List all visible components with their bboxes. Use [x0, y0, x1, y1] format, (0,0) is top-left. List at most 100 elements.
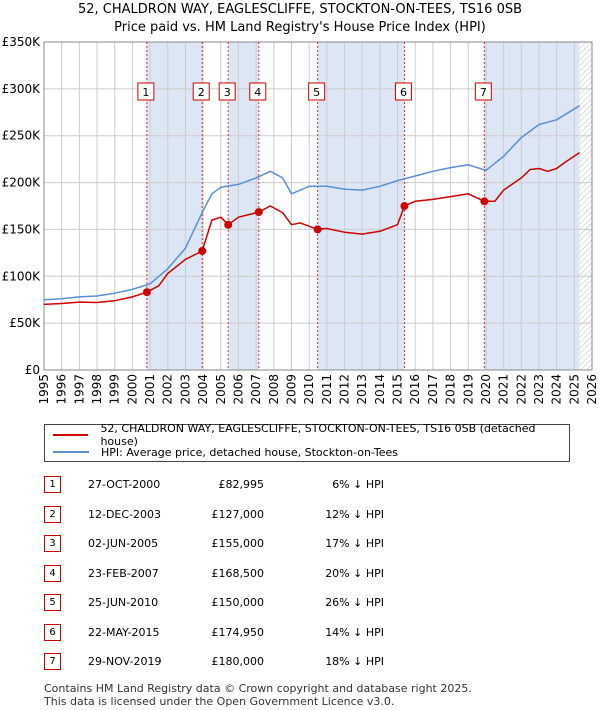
transaction-hpi: 12% ↓ HPI	[325, 508, 384, 521]
sale-badge-box	[192, 82, 210, 101]
sale-badge-box	[308, 82, 326, 101]
x-tick-label: 2023	[532, 374, 546, 405]
projection-hatch	[579, 42, 592, 370]
x-tick-label: 2002	[161, 374, 175, 405]
y-tick-label: £0	[25, 363, 40, 377]
legend-label-hpi: HPI: Average price, detached house, Stoc…	[101, 445, 399, 459]
transaction-badge: 7	[44, 653, 61, 670]
transaction-hpi: 20% ↓ HPI	[325, 567, 384, 580]
transaction-price: £150,000	[211, 596, 265, 609]
sale-point	[480, 197, 489, 206]
hpi-line	[43, 105, 580, 301]
x-tick-label: 2013	[355, 374, 369, 405]
transaction-badge: 1	[44, 476, 61, 493]
x-tick-label: 2007	[249, 374, 263, 405]
sale-point	[313, 225, 322, 234]
transaction-hpi: 26% ↓ HPI	[325, 596, 384, 609]
x-tick-label: 2012	[338, 374, 352, 405]
transaction-badge: 6	[44, 624, 61, 641]
x-tick-label: 1997	[72, 374, 86, 405]
y-tick-label: £300K	[2, 82, 42, 96]
y-tick-label: £350K	[2, 35, 42, 49]
transaction-hpi: 14% ↓ HPI	[325, 626, 384, 639]
legend-item-hpi: HPI: Average price, detached house, Stoc…	[53, 444, 398, 460]
x-tick-label: 2022	[514, 374, 528, 405]
transaction-price: £127,000	[211, 508, 265, 521]
transaction-price: £82,995	[218, 478, 265, 491]
sale-point	[400, 202, 409, 211]
x-tick-label: 1998	[90, 374, 104, 405]
x-tick-label: 2010	[302, 374, 316, 405]
table-row: 1 27-OCT-2000 £82,995 6% ↓ HPI	[44, 473, 464, 493]
transaction-badge: 2	[44, 506, 61, 523]
table-row: 3 02-JUN-2005 £155,000 17% ↓ HPI	[44, 532, 464, 552]
table-row: 5 25-JUN-2010 £150,000 26% ↓ HPI	[44, 591, 464, 611]
legend-label-property: 52, CHALDRON WAY, EAGLESCLIFFE, STOCKTON…	[100, 422, 536, 448]
transaction-date: 25-JUN-2010	[88, 596, 159, 609]
transaction-date: 29-NOV-2019	[88, 655, 162, 668]
x-tick-label: 2016	[408, 374, 422, 405]
x-tick-label: 2009	[284, 374, 298, 405]
transaction-hpi: 17% ↓ HPI	[325, 537, 384, 550]
price-chart: £0 £50K £100K £150K £200K £250K £300K £350K 1995…	[2, 35, 599, 405]
sale-point	[254, 208, 263, 217]
legend-swatch-hpi	[53, 451, 89, 453]
transaction-date: 27-OCT-2000	[88, 478, 161, 491]
x-tick-label: 2011	[320, 374, 334, 405]
y-tick-label: £200K	[2, 176, 42, 190]
x-tick-label: 2008	[267, 374, 281, 405]
x-tick-label: 2025	[567, 374, 581, 405]
chart-title: 52, CHALDRON WAY, EAGLESCLIFFE, STOCKTON…	[77, 2, 523, 17]
x-tick-label: 2017	[426, 374, 440, 405]
x-tick-label: 2005	[214, 374, 228, 405]
y-tick-label: £100K	[2, 269, 42, 283]
y-tick-label: £250K	[2, 129, 42, 143]
transaction-date: 02-JUN-2005	[88, 537, 159, 550]
transaction-price: £180,000	[211, 655, 265, 668]
table-row: 6 22-MAY-2015 £174,950 14% ↓ HPI	[44, 621, 464, 641]
sale-point	[198, 246, 207, 255]
transaction-price: £155,000	[211, 537, 265, 550]
transaction-date: 22-MAY-2015	[88, 626, 160, 639]
sale-badge-box	[137, 82, 155, 101]
y-tick-label: £50K	[9, 316, 41, 330]
sale-badge-box	[249, 82, 267, 101]
transaction-date: 23-FEB-2007	[88, 567, 159, 580]
transaction-date: 12-DEC-2003	[88, 508, 162, 521]
sale-badge-label: 4	[254, 86, 261, 99]
footer-licence: This data is licensed under the Open Gov…	[44, 695, 395, 708]
x-tick-label: 2015	[391, 374, 405, 405]
x-tick-label: 1996	[55, 374, 69, 405]
legend-item-property: 52, CHALDRON WAY, EAGLESCLIFFE, STOCKTON…	[53, 422, 569, 448]
transaction-badge: 4	[44, 565, 61, 582]
footer-copyright: Contains HM Land Registry data © Crown c…	[44, 682, 472, 695]
sale-badge-box	[474, 82, 492, 101]
table-row: 4 23-FEB-2007 £168,500 20% ↓ HPI	[44, 562, 464, 582]
ownership-band	[484, 42, 580, 370]
x-tick-label: 2014	[373, 374, 387, 405]
x-tick-label: 2006	[231, 374, 245, 405]
x-tick-label: 2026	[585, 374, 599, 405]
transaction-hpi: 18% ↓ HPI	[325, 655, 384, 668]
table-row: 7 29-NOV-2019 £180,000 18% ↓ HPI	[44, 650, 464, 670]
transaction-price: £168,500	[211, 567, 265, 580]
x-tick-label: 1995	[37, 374, 51, 405]
sale-point	[142, 288, 151, 297]
x-tick-label: 2004	[196, 374, 210, 405]
sale-badge-label: 6	[400, 86, 407, 99]
sale-badge-label: 3	[224, 86, 231, 99]
sale-badge-box	[218, 82, 236, 101]
ownership-band	[317, 42, 405, 370]
chart-subtitle: Price paid vs. HM Land Registry's House …	[114, 20, 486, 35]
chart-legend: 52, CHALDRON WAY, EAGLESCLIFFE, STOCKTON…	[44, 422, 570, 462]
sale-badge-label: 7	[480, 86, 487, 99]
transaction-badge: 3	[44, 535, 61, 552]
x-tick-label: 2020	[479, 374, 493, 405]
transaction-price: £174,950	[211, 626, 265, 639]
sale-badge-label: 5	[313, 86, 320, 99]
table-row: 2 12-DEC-2003 £127,000 12% ↓ HPI	[44, 503, 464, 523]
x-tick-label: 2018	[444, 374, 458, 405]
transaction-hpi: 6% ↓ HPI	[332, 478, 384, 491]
sale-point	[224, 220, 233, 229]
sale-badge-label: 1	[142, 86, 149, 99]
